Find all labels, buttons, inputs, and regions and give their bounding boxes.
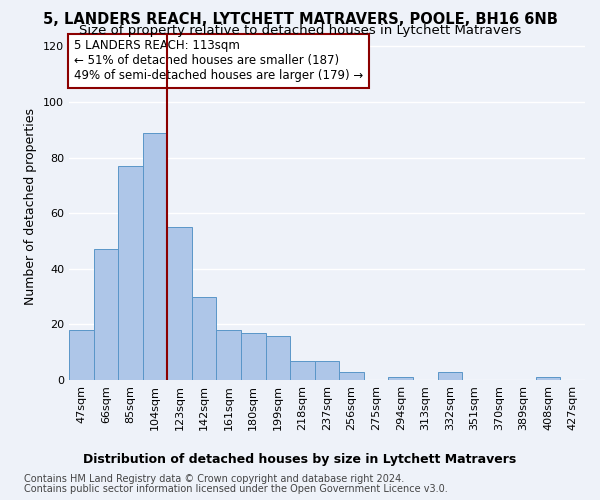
- Bar: [118, 166, 143, 380]
- Bar: [143, 132, 167, 380]
- Text: Contains HM Land Registry data © Crown copyright and database right 2024.: Contains HM Land Registry data © Crown c…: [24, 474, 404, 484]
- Bar: [94, 250, 118, 380]
- Text: Distribution of detached houses by size in Lytchett Matravers: Distribution of detached houses by size …: [83, 452, 517, 466]
- Bar: [69, 330, 94, 380]
- Text: 5, LANDERS REACH, LYTCHETT MATRAVERS, POOLE, BH16 6NB: 5, LANDERS REACH, LYTCHETT MATRAVERS, PO…: [43, 12, 557, 26]
- Bar: [437, 372, 462, 380]
- Bar: [192, 296, 217, 380]
- Text: Contains public sector information licensed under the Open Government Licence v3: Contains public sector information licen…: [24, 484, 448, 494]
- Bar: [217, 330, 241, 380]
- Y-axis label: Number of detached properties: Number of detached properties: [25, 108, 37, 304]
- Bar: [290, 360, 315, 380]
- Bar: [315, 360, 339, 380]
- Text: 5 LANDERS REACH: 113sqm
← 51% of detached houses are smaller (187)
49% of semi-d: 5 LANDERS REACH: 113sqm ← 51% of detache…: [74, 40, 364, 82]
- Bar: [339, 372, 364, 380]
- Bar: [241, 332, 266, 380]
- Bar: [266, 336, 290, 380]
- Text: Size of property relative to detached houses in Lytchett Matravers: Size of property relative to detached ho…: [79, 24, 521, 37]
- Bar: [388, 377, 413, 380]
- Bar: [167, 227, 192, 380]
- Bar: [536, 377, 560, 380]
